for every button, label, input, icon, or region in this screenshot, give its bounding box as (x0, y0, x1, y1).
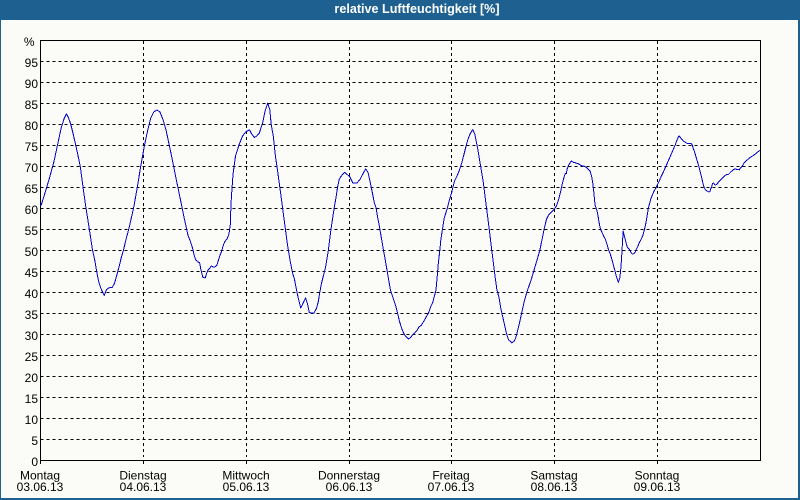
svg-text:06.06.13: 06.06.13 (326, 480, 373, 494)
svg-text:60: 60 (25, 203, 39, 217)
svg-text:Samstag: Samstag (530, 469, 577, 483)
svg-text:04.06.13: 04.06.13 (120, 480, 167, 494)
svg-text:70: 70 (25, 161, 39, 175)
svg-text:Freitag: Freitag (432, 469, 469, 483)
svg-text:75: 75 (25, 140, 39, 154)
svg-text:35: 35 (25, 308, 39, 322)
svg-text:07.06.13: 07.06.13 (428, 480, 475, 494)
svg-text:Dienstag: Dienstag (119, 469, 166, 483)
svg-text:05.06.13: 05.06.13 (223, 480, 270, 494)
svg-text:80: 80 (25, 119, 39, 133)
svg-text:45: 45 (25, 266, 39, 280)
svg-text:85: 85 (25, 98, 39, 112)
svg-text:Montag: Montag (20, 469, 60, 483)
svg-text:0: 0 (31, 455, 38, 469)
svg-text:65: 65 (25, 182, 39, 196)
svg-text:09.06.13: 09.06.13 (634, 480, 681, 494)
svg-text:95: 95 (25, 56, 39, 70)
svg-text:%: % (24, 35, 35, 49)
svg-text:Mittwoch: Mittwoch (222, 469, 269, 483)
svg-text:90: 90 (25, 77, 39, 91)
svg-text:55: 55 (25, 224, 39, 238)
svg-text:30: 30 (25, 329, 39, 343)
svg-text:50: 50 (25, 245, 39, 259)
svg-text:relative Luftfeuchtigkeit [%]: relative Luftfeuchtigkeit [%] (334, 2, 499, 16)
svg-text:03.06.13: 03.06.13 (17, 480, 64, 494)
svg-text:08.06.13: 08.06.13 (531, 480, 578, 494)
svg-text:Sonntag: Sonntag (635, 469, 680, 483)
svg-text:10: 10 (25, 413, 39, 427)
svg-text:Donnerstag: Donnerstag (318, 469, 380, 483)
svg-text:5: 5 (31, 434, 38, 448)
svg-text:25: 25 (25, 350, 39, 364)
svg-text:15: 15 (25, 392, 39, 406)
svg-text:40: 40 (25, 287, 39, 301)
svg-text:20: 20 (25, 371, 39, 385)
